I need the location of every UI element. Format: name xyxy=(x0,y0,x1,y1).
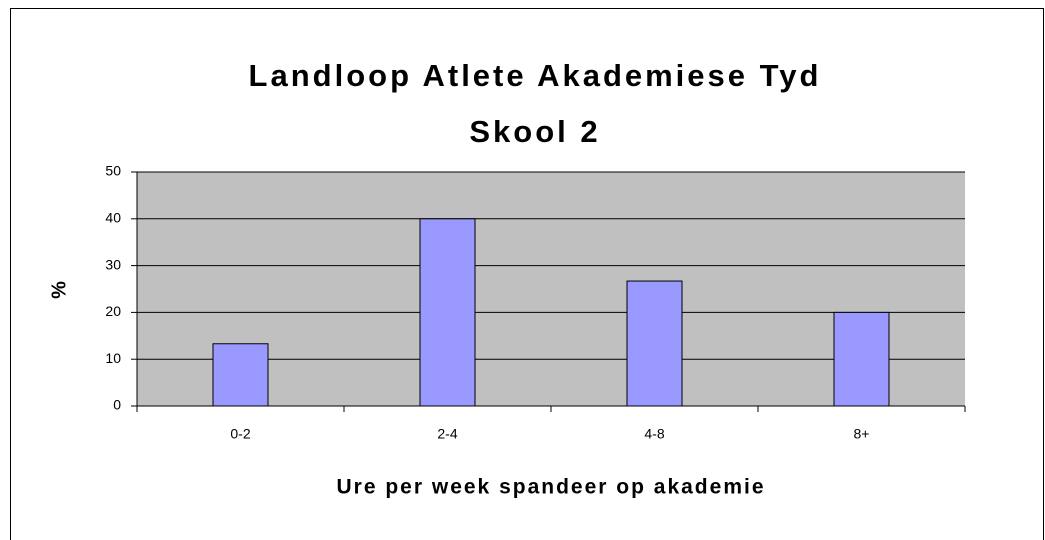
plot-area xyxy=(137,172,965,406)
bar xyxy=(419,218,476,407)
bar xyxy=(212,343,269,407)
x-tick-label: 8+ xyxy=(854,426,870,442)
y-tick-label: 0 xyxy=(113,397,121,413)
chart-title: Skool 2 xyxy=(469,114,600,149)
y-tick-label: 40 xyxy=(105,210,121,226)
x-axis-label: Ure per week spandeer op akademie xyxy=(337,476,766,499)
bar xyxy=(626,280,683,407)
y-tick-label: 50 xyxy=(105,163,121,179)
y-tick-label: 10 xyxy=(105,350,121,366)
x-tick-label: 4-8 xyxy=(644,426,664,442)
y-tick-label: 30 xyxy=(105,256,121,272)
x-tick-label: 0-2 xyxy=(230,426,250,442)
x-tick-label: 2-4 xyxy=(437,426,457,442)
y-tick-label: 20 xyxy=(105,303,121,319)
chart-title: Landloop Atlete Akademiese Tyd xyxy=(249,58,822,93)
bar xyxy=(833,311,890,407)
y-axis-label: % xyxy=(48,281,70,299)
